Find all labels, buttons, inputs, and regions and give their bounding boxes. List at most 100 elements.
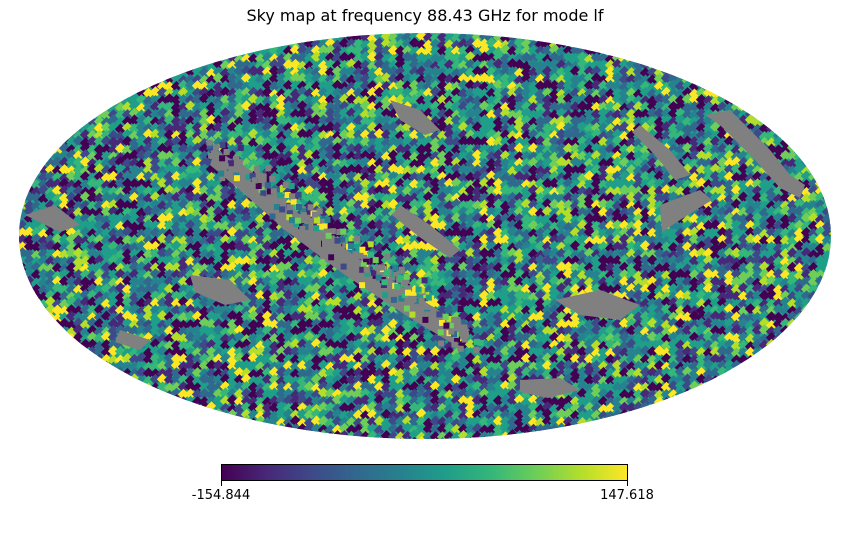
map-pixel [191, 87, 204, 99]
map-pixel [226, 129, 239, 142]
map-pixel [135, 121, 148, 134]
map-pixel [254, 135, 267, 147]
map-pixel [457, 135, 470, 148]
map-pixel [233, 93, 246, 106]
map-pixel [191, 115, 204, 128]
map-pixel [373, 44, 386, 57]
map-pixel [198, 122, 211, 135]
map-pixel [520, 130, 533, 142]
map-pixel [114, 101, 127, 114]
map-pixel [212, 101, 225, 113]
map-pixel [836, 243, 847, 254]
map-pixel [394, 136, 407, 149]
map-pixel [394, 130, 407, 142]
map-pixel [163, 93, 176, 105]
map-pixel [828, 268, 831, 281]
map-pixel [387, 130, 400, 142]
map-pixel [212, 107, 225, 120]
map-pixel [604, 123, 617, 135]
map-pixel [205, 88, 218, 100]
map-pixel [23, 290, 36, 303]
map-pixel [142, 142, 155, 154]
map-pixel [163, 129, 176, 141]
map-pixel [800, 317, 813, 330]
map-pixel [247, 86, 260, 99]
map-pixel [408, 33, 421, 43]
map-pixel [184, 122, 197, 134]
map-pixel [289, 122, 302, 134]
map-pixel [149, 122, 162, 134]
map-pixel [65, 338, 78, 350]
map-pixel [793, 318, 806, 330]
map-pixel [240, 109, 253, 122]
map-pixel [324, 121, 337, 133]
map-pixel [821, 284, 831, 296]
map-pixel [836, 221, 847, 232]
map-pixel [471, 114, 484, 127]
map-pixel [37, 312, 50, 324]
map-pixel [114, 116, 127, 128]
map-pixel [779, 339, 792, 351]
map-pixel [282, 136, 295, 148]
map-pixel [793, 143, 806, 155]
map-pixel [828, 200, 831, 212]
map-pixel [618, 137, 631, 150]
map-pixel [527, 74, 540, 86]
map-pixel [408, 129, 421, 141]
map-pixel [296, 51, 309, 64]
map-pixel [19, 256, 22, 268]
map-pixel [478, 81, 491, 93]
map-pixel [310, 123, 323, 136]
map-pixel [240, 123, 253, 135]
map-pixel [135, 102, 148, 114]
map-pixel [765, 130, 778, 142]
map-pixel [471, 130, 484, 142]
map-pixel [226, 72, 239, 85]
map-pixel [142, 102, 155, 114]
map-pixel [836, 250, 847, 261]
map-pixel [156, 80, 169, 93]
map-pixel [793, 326, 806, 339]
map-pixel [814, 290, 827, 302]
map-pixel [646, 88, 659, 100]
map-pixel [233, 122, 246, 135]
map-pixel [233, 80, 246, 92]
map-pixel [44, 319, 57, 331]
map-pixel [72, 347, 85, 359]
map-pixel [247, 108, 260, 121]
map-pixel [247, 65, 260, 77]
map-pixel [240, 93, 253, 105]
map-pixel [191, 74, 204, 86]
map-pixel [86, 135, 99, 148]
map-pixel [331, 65, 344, 78]
map-pixel [19, 275, 29, 287]
map-pixel [19, 213, 22, 226]
map-pixel [583, 116, 596, 128]
map-pixel [394, 93, 407, 106]
map-pixel [156, 128, 169, 140]
map-pixel [345, 137, 358, 149]
map-pixel [135, 128, 148, 141]
map-pixel [786, 326, 799, 338]
map-pixel [800, 149, 813, 161]
map-pixel [163, 81, 176, 93]
map-pixel [836, 215, 847, 226]
map-pixel [226, 121, 239, 134]
map-pixel [828, 248, 831, 261]
map-pixel [814, 171, 827, 183]
map-pixel [205, 94, 218, 107]
map-pixel [450, 130, 463, 142]
map-pixel [324, 93, 337, 106]
map-pixel [457, 129, 470, 141]
map-pixel [142, 135, 155, 148]
map-pixel [828, 276, 831, 289]
map-pixel [282, 109, 295, 121]
map-pixel [149, 94, 162, 107]
map-pixel [107, 368, 120, 381]
map-pixel [198, 107, 211, 120]
map-pixel [828, 205, 831, 217]
map-pixel [191, 142, 204, 154]
map-pixel [800, 312, 813, 324]
map-pixel [569, 109, 582, 121]
